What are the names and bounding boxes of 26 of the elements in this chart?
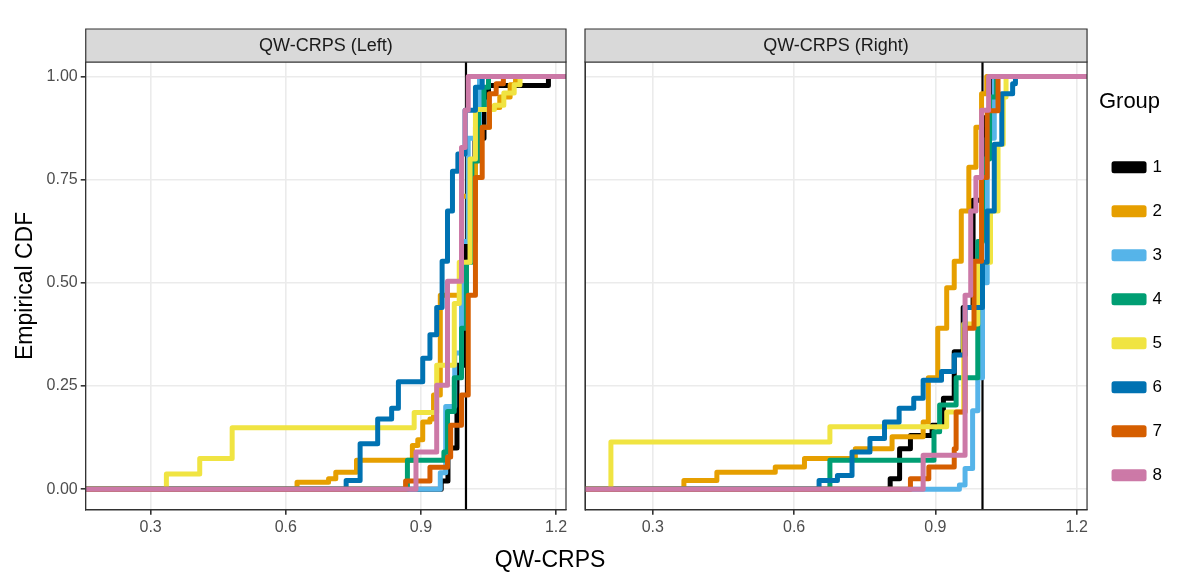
x-tick-label: 1.2 <box>544 517 568 535</box>
x-tick-label: 0.3 <box>641 517 665 535</box>
x-tick-label: 0.6 <box>274 517 297 535</box>
x-tick-label: 0.6 <box>782 517 806 535</box>
y-tick-label: 0.00 <box>46 479 78 497</box>
x-tick-label: 0.9 <box>924 517 947 535</box>
legend-label: 2 <box>1152 200 1163 220</box>
legend-label: 8 <box>1152 464 1163 484</box>
legend-label: 7 <box>1152 420 1163 440</box>
y-axis-title: Empirical CDF <box>11 211 38 361</box>
legend-label: 5 <box>1152 332 1163 352</box>
chart-title: QW-CRPS (Left) <box>259 34 393 55</box>
x-axis-title: QW-CRPS <box>493 546 607 573</box>
x-tick-label: 1.2 <box>1065 517 1088 535</box>
y-tick-label: 1.00 <box>46 66 78 84</box>
y-tick-label: 0.75 <box>46 170 78 188</box>
chart-title: QW-CRPS (Right) <box>763 34 909 55</box>
legend-label: 3 <box>1152 244 1163 264</box>
x-tick-label: 0.3 <box>139 517 162 535</box>
legend-label: 4 <box>1152 288 1163 308</box>
y-tick-label: 0.50 <box>46 273 78 291</box>
legend-title: Group <box>1098 88 1161 114</box>
legend-label: 6 <box>1152 376 1163 396</box>
y-tick-label: 0.25 <box>46 376 78 394</box>
x-tick-label: 0.9 <box>409 517 433 535</box>
legend-label: 1 <box>1152 156 1163 176</box>
